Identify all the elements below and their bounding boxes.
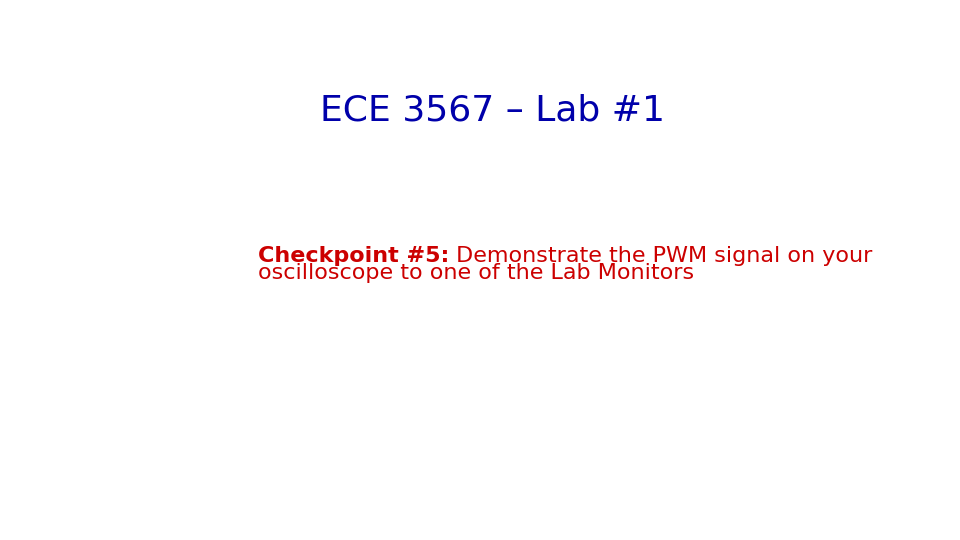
Text: oscilloscope to one of the Lab Monitors: oscilloscope to one of the Lab Monitors: [257, 263, 694, 283]
Text: Demonstrate the PWM signal on your: Demonstrate the PWM signal on your: [449, 246, 873, 266]
Text: ECE 3567 – Lab #1: ECE 3567 – Lab #1: [320, 94, 664, 128]
Text: Checkpoint #5:: Checkpoint #5:: [257, 246, 449, 266]
